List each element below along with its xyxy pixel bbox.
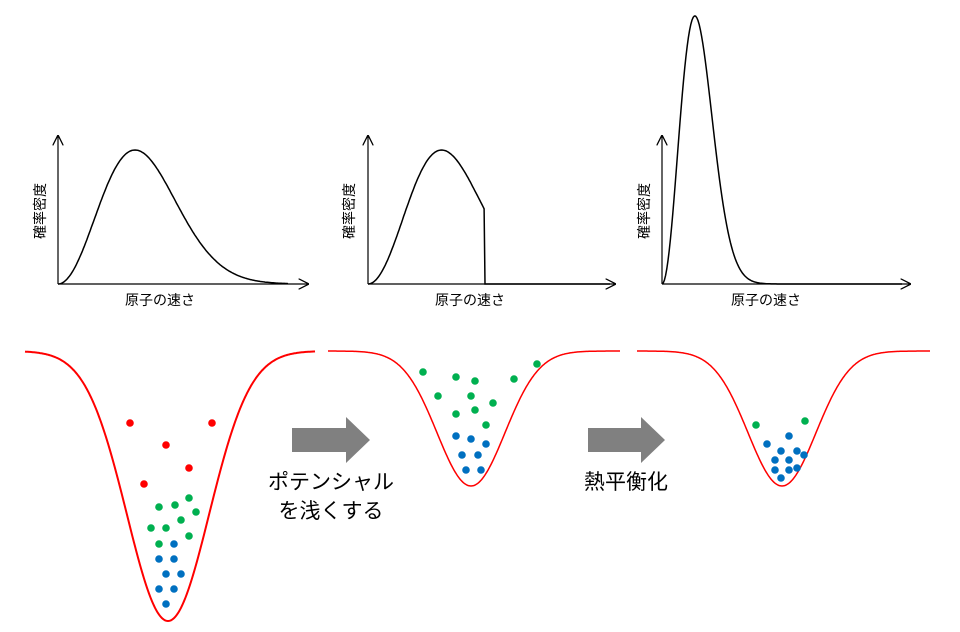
atom-dot	[177, 516, 185, 524]
step-arrow-1: ポテンシャル を浅くする	[268, 417, 394, 523]
atom-dot	[467, 435, 475, 443]
y-axis-label: 確率密度	[636, 183, 653, 239]
atom-dot	[785, 432, 793, 440]
atom-dot	[185, 464, 193, 472]
atom-dot	[452, 432, 460, 440]
atom-dot	[452, 410, 460, 418]
atom-dot	[155, 540, 163, 548]
atom-dot	[162, 524, 170, 532]
atom-dot	[793, 447, 801, 455]
atom-dot	[171, 501, 179, 509]
atom-dot	[489, 399, 497, 407]
atom-dot	[801, 417, 809, 425]
distribution-chart-3: 確率密度 原子の速さ	[636, 15, 910, 309]
atom-dot	[800, 451, 808, 459]
atom-dot	[777, 474, 785, 482]
atom-dot	[510, 375, 518, 383]
atom-dot	[162, 600, 170, 608]
atom-dot	[777, 447, 785, 455]
potential-well-deep	[24, 350, 316, 623]
atom-dot	[785, 466, 793, 474]
atom-dot	[147, 524, 155, 532]
atom-dot	[785, 456, 793, 464]
potential-curve	[328, 350, 620, 487]
atom-dot	[471, 406, 479, 414]
distribution-curve	[57, 149, 289, 285]
atom-dot	[162, 570, 170, 578]
atom-dot	[170, 555, 178, 563]
atom-dot	[471, 377, 479, 385]
atom-dot	[482, 421, 490, 429]
atom-dot	[162, 441, 170, 449]
atom-dot	[208, 419, 216, 427]
atom-dot	[434, 392, 442, 400]
atom-dot	[419, 368, 427, 376]
atom-dot	[192, 508, 200, 516]
potential-well-shallow	[328, 350, 620, 487]
potential-curve	[637, 350, 930, 487]
x-axis-label: 原子の速さ	[435, 293, 505, 309]
narrow-distribution-curve	[661, 15, 902, 285]
arrow-right-icon	[588, 417, 665, 463]
truncated-distribution-curve	[367, 149, 610, 285]
atom-dot	[155, 503, 163, 511]
atoms	[752, 417, 809, 482]
atom-dot	[452, 373, 460, 381]
atom-dot	[752, 421, 760, 429]
atom-dot	[170, 540, 178, 548]
atom-dot	[177, 570, 185, 578]
atom-dot	[533, 360, 541, 368]
atom-dot	[482, 440, 490, 448]
atom-dot	[477, 466, 485, 474]
y-axis-label: 確率密度	[32, 183, 49, 239]
step-label-line1: 熱平衡化	[584, 470, 668, 494]
atom-dot	[155, 555, 163, 563]
potential-curve	[24, 350, 316, 623]
atoms	[126, 419, 216, 608]
y-axis-label: 確率密度	[341, 183, 358, 239]
atom-dot	[771, 456, 779, 464]
atom-dot	[467, 392, 475, 400]
distribution-chart-1: 確率密度 原子の速さ	[32, 136, 308, 309]
atom-dot	[155, 585, 163, 593]
atom-dot	[185, 494, 193, 502]
x-axis-label: 原子の速さ	[731, 293, 801, 309]
atom-dot	[140, 480, 148, 488]
atoms	[419, 360, 541, 474]
step-arrow-2: 熱平衡化	[584, 417, 668, 494]
atom-dot	[170, 585, 178, 593]
distribution-chart-2: 確率密度 原子の速さ	[341, 136, 615, 309]
step-label-line1: ポテンシャル	[268, 470, 394, 494]
atom-dot	[793, 464, 801, 472]
atom-dot	[462, 466, 470, 474]
atom-dot	[126, 419, 134, 427]
arrow-right-icon	[292, 417, 370, 463]
potential-well-thermalized	[637, 350, 930, 487]
step-label-line2: を浅くする	[279, 499, 384, 523]
atom-dot	[185, 532, 193, 540]
atom-dot	[771, 466, 779, 474]
atom-dot	[474, 451, 482, 459]
atom-dot	[763, 440, 771, 448]
x-axis-label: 原子の速さ	[125, 293, 195, 309]
atom-dot	[458, 451, 466, 459]
